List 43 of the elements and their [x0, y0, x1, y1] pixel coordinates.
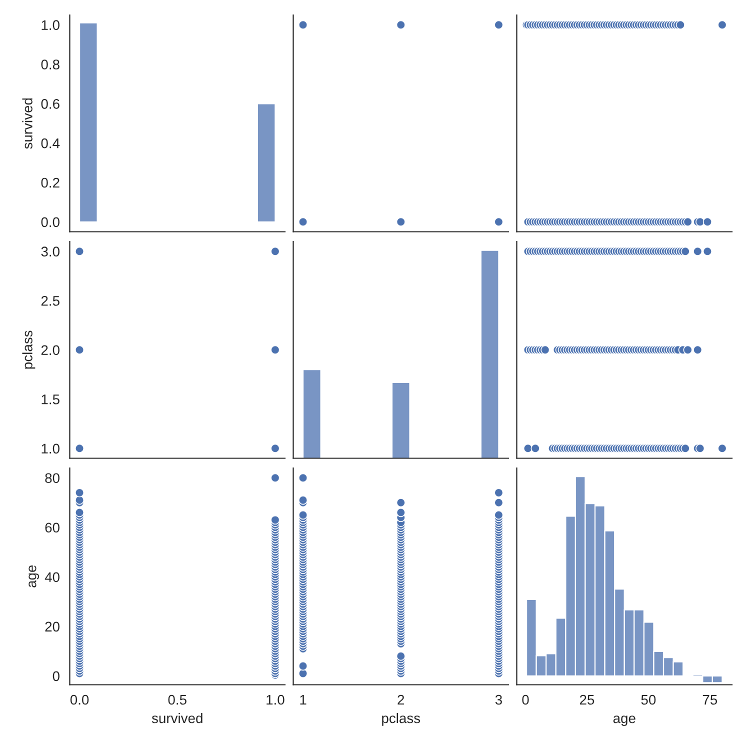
y-tick-label: 2.0 [41, 345, 60, 356]
y-tick-label: 0.4 [41, 138, 60, 148]
y-tick-label: 0 [52, 671, 60, 682]
y-tick-label: 3.0 [41, 246, 60, 257]
x-tick-label: 3 [495, 694, 502, 705]
y-tick-label: 2.5 [41, 296, 60, 306]
point [298, 496, 308, 505]
x-tick-label: 0.5 [168, 694, 186, 705]
y-tick-label: 40 [44, 572, 60, 582]
x-tick-label: 75 [702, 694, 718, 705]
x-tick-label: 0 [522, 694, 529, 705]
y-tick-label: 60 [45, 522, 60, 533]
point [298, 510, 308, 520]
point [270, 444, 280, 453]
y-tick-label: 0.0 [41, 217, 60, 228]
point [298, 661, 308, 671]
x-axis-title: pclass [382, 712, 420, 726]
y-axis-title: age [28, 565, 40, 588]
y-tick-label: 0.6 [41, 99, 60, 109]
point [298, 668, 308, 678]
x-tick-label: 0.0 [70, 694, 89, 705]
x-tick-label: 25 [580, 694, 594, 705]
x-tick-label: 1.0 [266, 694, 284, 705]
y-tick-label: 80 [45, 473, 60, 484]
y-axis-title: pclass [22, 330, 36, 369]
point [298, 473, 308, 482]
y-tick-label: 0.8 [41, 60, 60, 70]
y-tick-label: 1.5 [42, 394, 60, 404]
y-tick-label: 1.0 [42, 20, 60, 30]
point [270, 246, 280, 256]
point [74, 345, 84, 354]
point [74, 444, 84, 453]
y-tick-label: 0.2 [41, 178, 60, 188]
x-axis-title: survived [152, 712, 202, 724]
x-tick-label: 2 [398, 694, 404, 705]
point [74, 246, 84, 256]
x-axis-title: age [613, 716, 636, 726]
point [270, 345, 280, 354]
y-axis-title: survived [22, 98, 32, 149]
y-tick-label: 20 [45, 622, 60, 632]
x-tick-label: 50 [641, 694, 656, 705]
y-tick-label: 1.0 [42, 444, 60, 454]
x-tick-label: 1 [300, 694, 306, 705]
